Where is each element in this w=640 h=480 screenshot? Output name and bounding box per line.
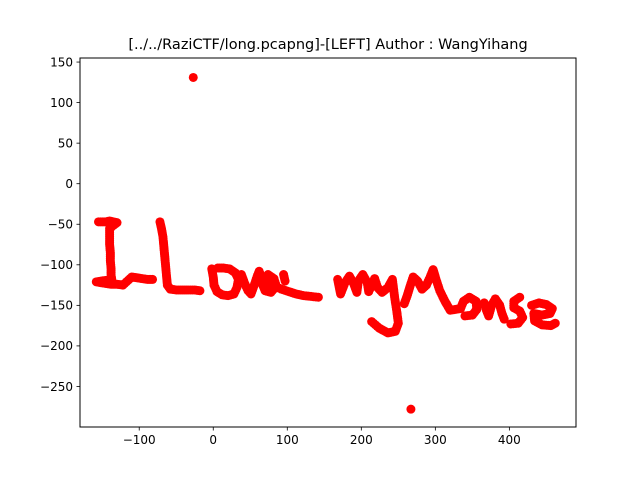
data-point [499, 314, 509, 324]
x-tick-label: 300 [424, 433, 447, 447]
data-point [213, 263, 223, 273]
y-tick-label: −100 [40, 258, 73, 272]
y-tick-label: −150 [40, 299, 73, 313]
y-tick-label: −250 [40, 380, 73, 394]
data-point [195, 286, 205, 296]
data-point [280, 276, 290, 286]
data-points [91, 72, 560, 414]
x-tick-label: 200 [350, 433, 373, 447]
plot-area-frame [79, 57, 577, 428]
axis-ticks: −100 0 100 200 300 400 150 100 50 0 −50 −100 −150 −20… [40, 55, 521, 447]
data-point [550, 318, 560, 328]
y-tick-label: 0 [65, 177, 73, 191]
data-point [148, 274, 158, 284]
y-tick-label: 50 [58, 136, 73, 150]
data-point [367, 317, 377, 327]
data-point [406, 404, 416, 414]
data-point [506, 319, 516, 329]
data-point [460, 311, 470, 321]
y-tick-label: 150 [50, 55, 73, 69]
x-tick-label: −100 [123, 433, 156, 447]
x-tick-label: 400 [498, 433, 521, 447]
y-tick-label: −200 [40, 339, 73, 353]
x-tick-label: 0 [209, 433, 217, 447]
chart-title: [../../RaziCTF/long.pcapng]-[LEFT] Autho… [128, 37, 527, 53]
data-point [188, 72, 198, 82]
data-point [313, 292, 323, 302]
y-tick-label: −50 [48, 218, 73, 232]
y-tick-label: 100 [50, 96, 73, 110]
x-tick-label: 100 [276, 433, 299, 447]
